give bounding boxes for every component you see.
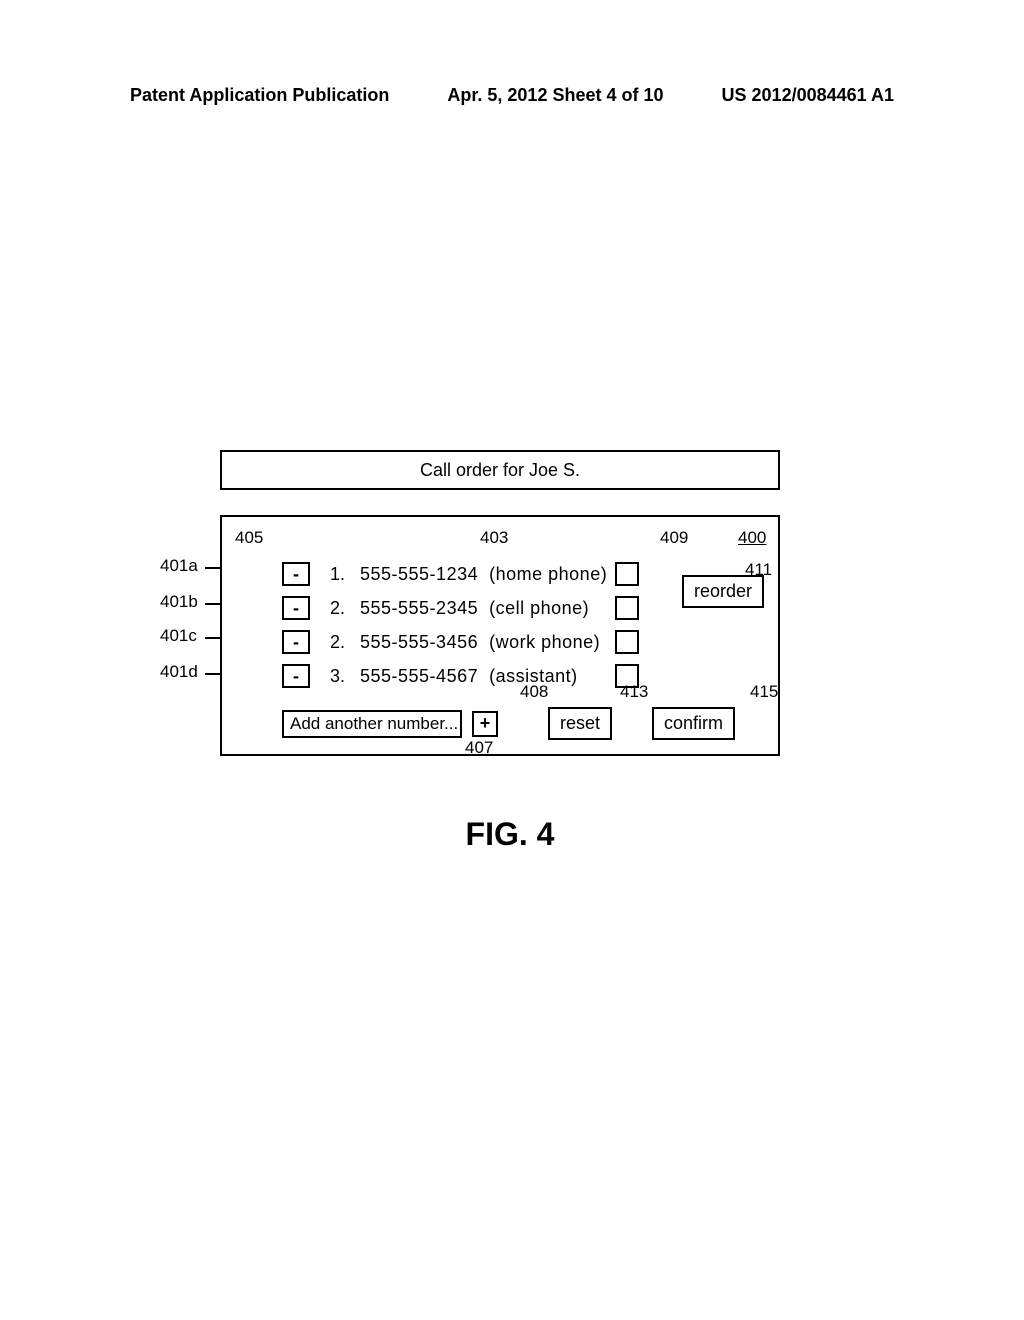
plus-icon: + (480, 713, 491, 734)
remove-button[interactable]: - (282, 630, 310, 654)
minus-icon: - (293, 633, 299, 651)
phone-number: 555-555-4567 (assistant) (360, 666, 610, 687)
phone-number: 555-555-3456 (work phone) (360, 632, 610, 653)
select-checkbox[interactable] (615, 664, 639, 688)
figure-label: FIG. 4 (130, 816, 890, 853)
remove-button[interactable]: - (282, 664, 310, 688)
entry-row: - 2. 555-555-3456 (work phone) (282, 625, 764, 659)
callout-401a: 401a (160, 556, 198, 576)
minus-icon: - (293, 599, 299, 617)
header-right: US 2012/0084461 A1 (722, 85, 894, 106)
call-order-panel: - 1. 555-555-1234 (home phone) - 2. 555-… (220, 515, 780, 756)
title-text: Call order for Joe S. (420, 460, 580, 481)
add-number-input[interactable]: Add another number... (282, 710, 462, 738)
select-checkbox[interactable] (615, 596, 639, 620)
order-number: 2. (330, 598, 360, 619)
remove-button[interactable]: - (282, 596, 310, 620)
header-center: Apr. 5, 2012 Sheet 4 of 10 (447, 85, 663, 106)
phone-number: 555-555-2345 (cell phone) (360, 598, 610, 619)
order-number: 3. (330, 666, 360, 687)
order-number: 2. (330, 632, 360, 653)
minus-icon: - (293, 667, 299, 685)
minus-icon: - (293, 565, 299, 583)
header-left: Patent Application Publication (130, 85, 389, 106)
remove-button[interactable]: - (282, 562, 310, 586)
callout-401b: 401b (160, 592, 198, 612)
confirm-button[interactable]: confirm (652, 707, 735, 740)
phone-number: 555-555-1234 (home phone) (360, 564, 610, 585)
entry-row: - 3. 555-555-4567 (assistant) (282, 659, 764, 693)
select-checkbox[interactable] (615, 562, 639, 586)
page-header: Patent Application Publication Apr. 5, 2… (130, 85, 894, 106)
add-button[interactable]: + (472, 711, 498, 737)
reset-button[interactable]: reset (548, 707, 612, 740)
order-number: 1. (330, 564, 360, 585)
figure-4: Call order for Joe S. 401a 401b 401c 401… (130, 450, 890, 853)
callout-401c: 401c (160, 626, 197, 646)
select-checkbox[interactable] (615, 630, 639, 654)
window-title: Call order for Joe S. (220, 450, 780, 490)
callout-401d: 401d (160, 662, 198, 682)
reorder-button[interactable]: reorder (682, 575, 764, 608)
